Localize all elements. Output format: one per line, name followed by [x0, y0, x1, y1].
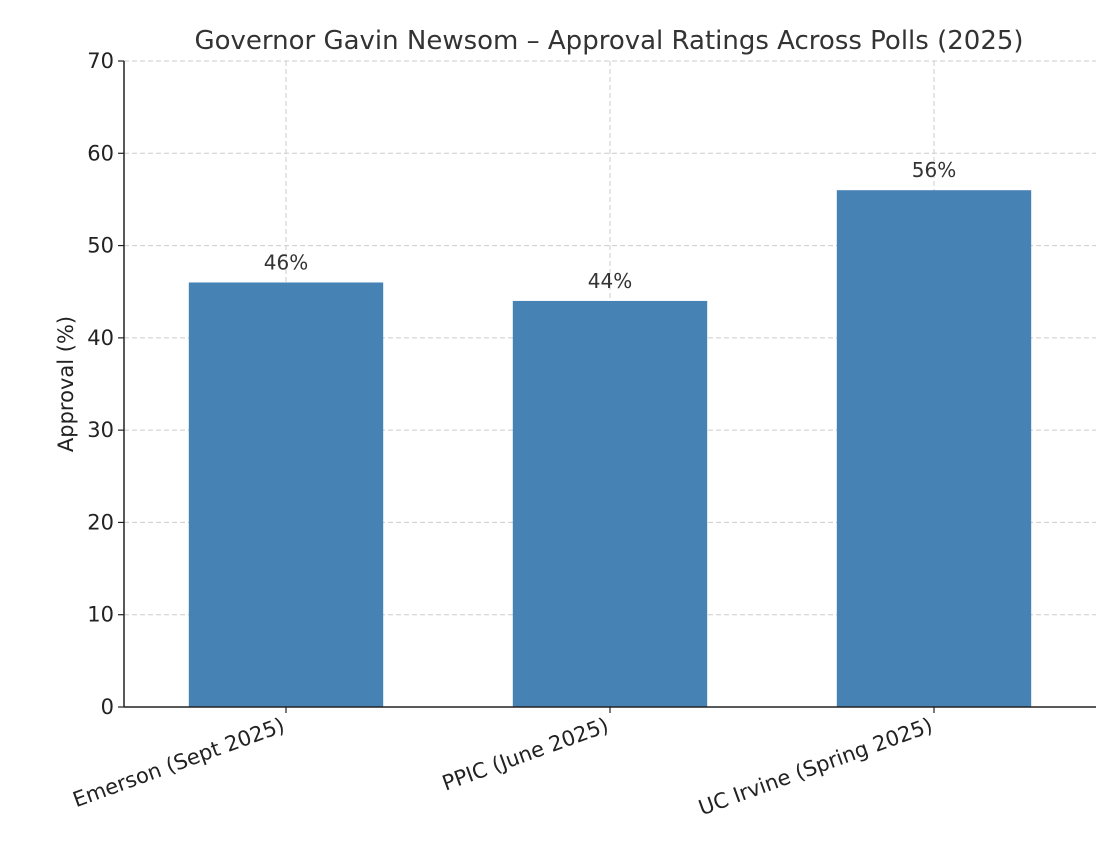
y-tick-label: 70 — [87, 49, 114, 73]
x-tick-label: UC Irvine (Spring 2025) — [695, 713, 935, 820]
y-tick-label: 20 — [87, 510, 114, 534]
bar-value-label: 44% — [588, 269, 632, 293]
y-tick-label: 40 — [87, 326, 114, 350]
y-axis-label: Approval (%) — [54, 316, 78, 452]
bars — [188, 190, 1032, 707]
x-tick-label: PPIC (June 2025) — [439, 713, 612, 795]
bar — [188, 282, 384, 707]
y-tick-label: 0 — [101, 695, 114, 719]
y-tick-label: 30 — [87, 418, 114, 442]
chart-title: Governor Gavin Newsom – Approval Ratings… — [194, 26, 1023, 56]
y-tick-label: 50 — [87, 234, 114, 258]
bar — [836, 190, 1032, 707]
y-tick-label: 60 — [87, 141, 114, 165]
y-tick-label: 10 — [87, 603, 114, 627]
x-tick-label: Emerson (Sept 2025) — [70, 713, 288, 812]
bar-value-label: 56% — [912, 158, 956, 182]
bar — [512, 300, 708, 707]
bar-value-label: 46% — [264, 250, 308, 274]
axes — [118, 60, 1096, 713]
